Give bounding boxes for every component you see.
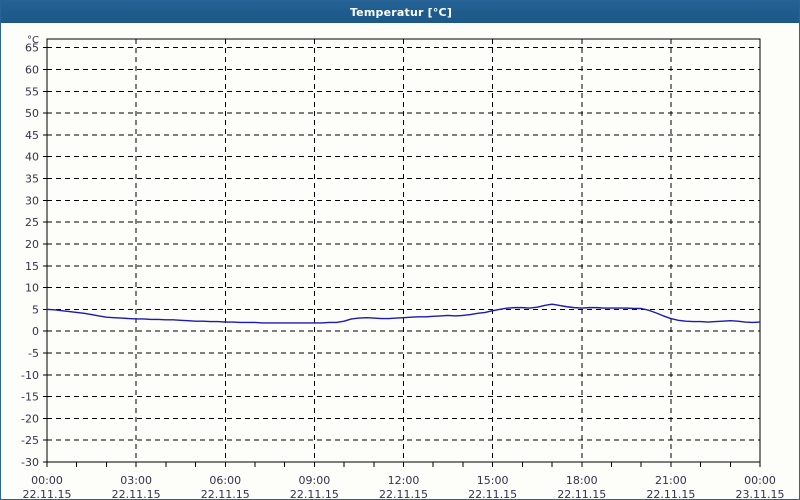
x-axis-date-label: 23.11.15 (736, 488, 785, 499)
y-axis-label: 30 (25, 194, 39, 207)
y-axis-label: 15 (25, 260, 39, 273)
x-axis-time-label: 21:00 (655, 474, 687, 487)
x-axis-time-label: 09:00 (299, 474, 331, 487)
y-axis-ticks (43, 47, 47, 463)
y-axis-label: -15 (21, 391, 39, 404)
y-axis-unit: °C (27, 35, 39, 46)
y-axis-label: 10 (25, 282, 39, 295)
temperature-line-chart: 65605550454035302520151050-5-10-15-20-25… (21, 35, 785, 499)
y-axis-label: -30 (21, 456, 39, 469)
series-line-temperatur (46, 303, 761, 324)
y-axis-label: 0 (32, 325, 39, 338)
x-axis-time-label: 00:00 (744, 474, 776, 487)
x-axis-minor-ticks (46, 462, 761, 467)
y-axis-label: 50 (25, 107, 39, 120)
x-axis-labels: 00:0022.11.1503:0022.11.1506:0022.11.150… (23, 474, 785, 499)
y-axis-label: 55 (25, 85, 39, 98)
x-axis-time-label: 06:00 (209, 474, 241, 487)
x-axis-time-label: 18:00 (566, 474, 598, 487)
vertical-gridlines (135, 39, 672, 462)
y-axis-label: -10 (21, 369, 39, 382)
x-axis-date-label: 22.11.15 (557, 488, 606, 499)
x-axis-date-label: 22.11.15 (201, 488, 250, 499)
x-axis-time-label: 03:00 (120, 474, 152, 487)
y-axis-unit-label: °C (27, 35, 39, 46)
y-axis-label: 25 (25, 216, 39, 229)
y-axis-label: 60 (25, 64, 39, 77)
x-axis-date-label: 22.11.15 (379, 488, 428, 499)
window-title: Temperatur [°C] (349, 5, 453, 19)
x-axis-time-label: 12:00 (388, 474, 420, 487)
plot-frame (46, 38, 761, 463)
x-axis-date-label: 22.11.15 (23, 488, 72, 499)
chart-surface: 65 60 55 50 45 40 35 30 25 20 15 10 5 0 -5 -10 -15 -20 -25… (1, 23, 799, 499)
y-axis-label: -5 (28, 347, 39, 360)
y-axis-label: 65 (25, 42, 39, 55)
x-axis-date-label: 22.11.15 (468, 488, 517, 499)
y-axis-label: 45 (25, 129, 39, 142)
y-axis-label: 35 (25, 173, 39, 186)
y-axis-label: 40 (25, 151, 39, 164)
y-axis-label: 20 (25, 238, 39, 251)
y-axis-labels: 65605550454035302520151050-5-10-15-20-25… (21, 42, 39, 469)
x-axis-date-label: 22.11.15 (646, 488, 695, 499)
y-axis-label: -20 (21, 412, 39, 425)
window-title-bar: Temperatur [°C] (1, 1, 799, 23)
data-series-group (46, 303, 761, 324)
x-axis-date-label: 22.11.15 (112, 488, 161, 499)
y-axis-label: -25 (21, 434, 39, 447)
x-axis-date-label: 22.11.15 (290, 488, 339, 499)
x-axis-time-label: 00:00 (31, 474, 63, 487)
x-axis-time-label: 15:00 (477, 474, 509, 487)
plot-border (46, 38, 761, 463)
y-axis-label: 5 (32, 303, 39, 316)
